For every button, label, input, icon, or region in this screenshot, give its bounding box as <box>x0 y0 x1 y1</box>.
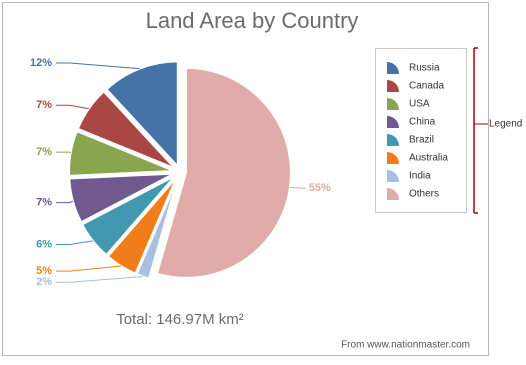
label-leader <box>56 104 89 110</box>
legend-label: India <box>409 171 431 182</box>
legend-swatch <box>387 62 399 74</box>
label-leader <box>56 276 143 283</box>
data-label: 5% <box>36 265 52 277</box>
data-label: 12% <box>30 57 52 69</box>
legend-label: China <box>409 117 436 128</box>
legend-swatch <box>387 170 399 182</box>
source-label: From www.nationmaster.com <box>341 340 470 351</box>
data-label: 7% <box>36 196 52 208</box>
legend-box <box>375 48 467 213</box>
legend-label: Canada <box>409 81 444 92</box>
legend-swatch <box>387 152 399 164</box>
data-label: 7% <box>36 146 52 158</box>
legend-swatch <box>387 116 399 128</box>
label-leader <box>56 200 74 204</box>
legend-label: Russia <box>409 63 440 74</box>
legend-label: USA <box>409 99 430 110</box>
legend-label: Brazil <box>409 135 434 146</box>
label-leader <box>56 265 122 272</box>
pie-slice <box>80 174 177 257</box>
label-leader <box>56 62 140 70</box>
legend-label: Others <box>409 189 439 200</box>
legend-swatch <box>387 98 399 110</box>
annotation-label: Legend <box>489 119 522 130</box>
data-label: 7% <box>36 99 52 111</box>
legend-swatch <box>387 80 399 92</box>
pie-slice <box>106 176 178 275</box>
legend-swatch <box>387 188 399 200</box>
pie-slice <box>155 66 292 279</box>
data-label: 2% <box>36 276 52 288</box>
chart-title: Land Area by Country <box>146 8 359 33</box>
label-leader <box>289 186 306 189</box>
label-leader <box>56 151 72 154</box>
legend-swatch <box>387 134 399 146</box>
data-label: 55% <box>309 182 331 194</box>
data-label: 6% <box>36 238 52 250</box>
label-leader <box>56 240 93 246</box>
legend-label: Australia <box>409 153 448 164</box>
total-label: Total: 146.97M km² <box>116 311 244 328</box>
